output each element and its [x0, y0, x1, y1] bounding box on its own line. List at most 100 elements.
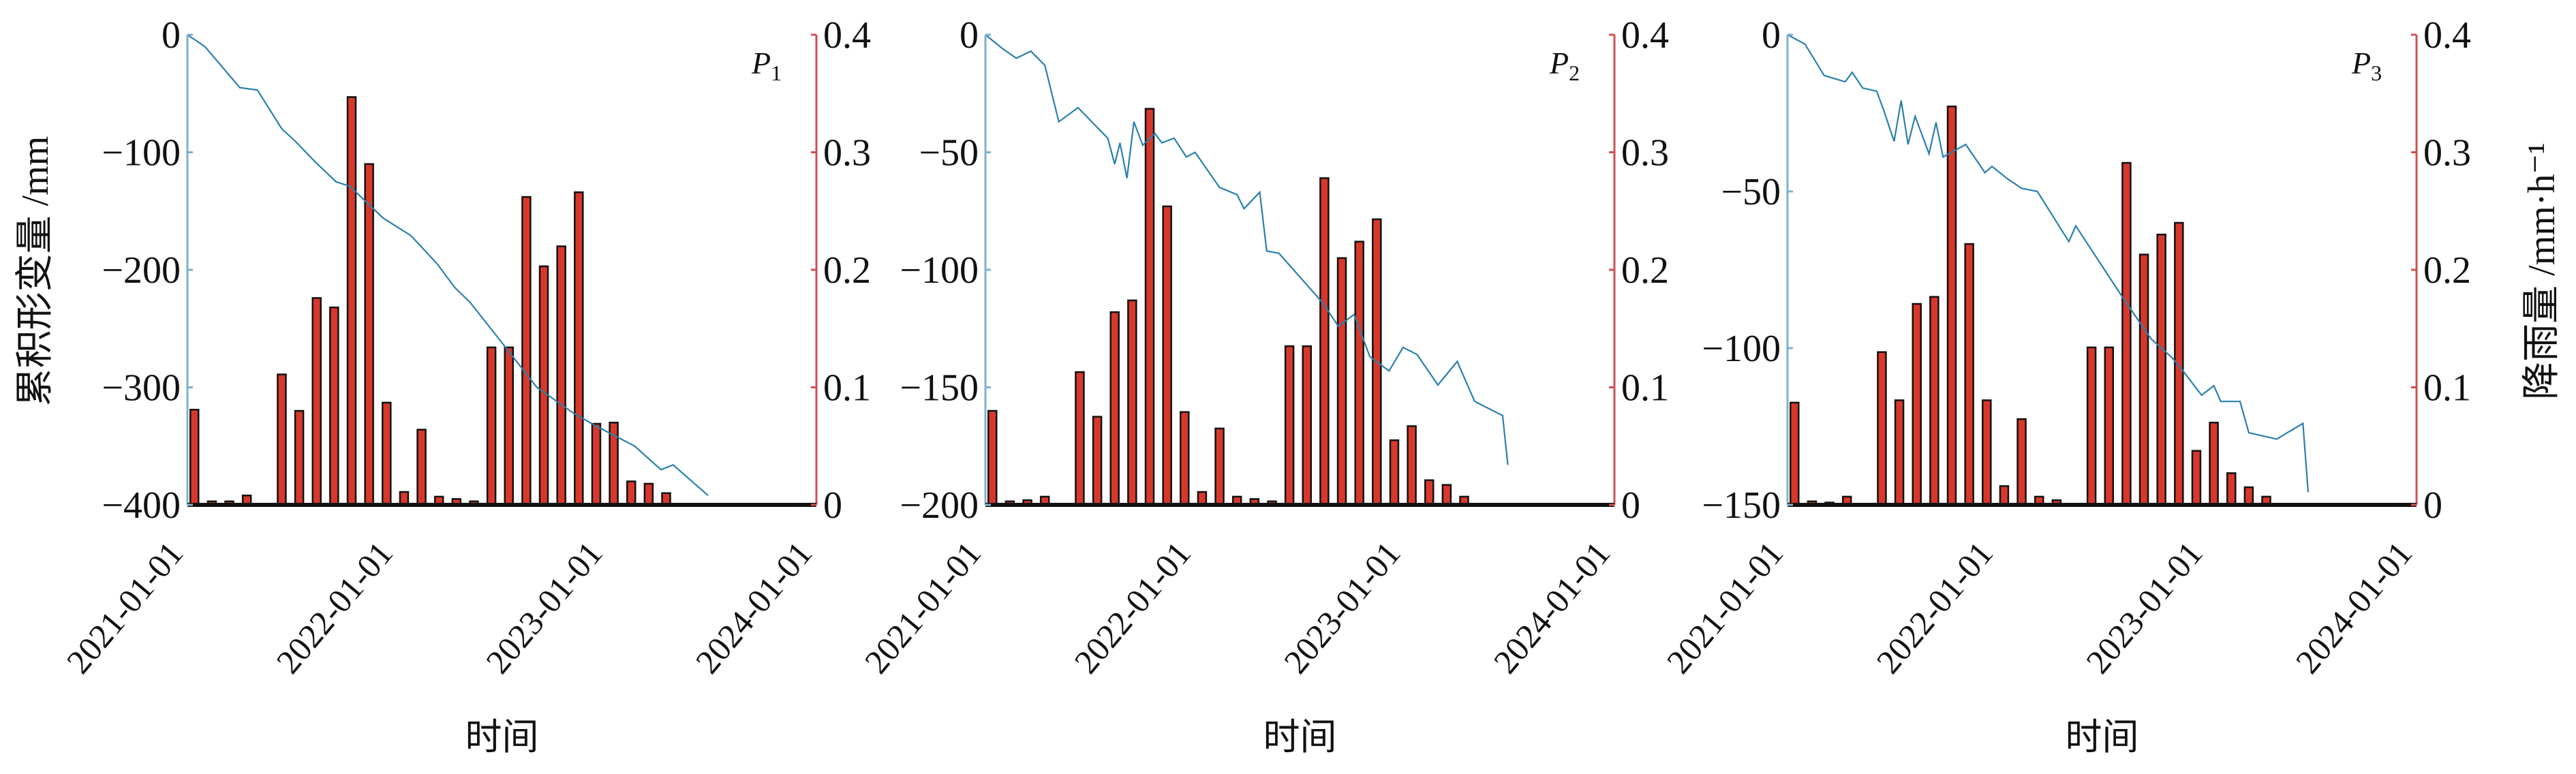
rainfall-bar — [2121, 161, 2132, 506]
rainfall-bar — [2138, 253, 2149, 506]
rainfall-bar — [1982, 399, 1992, 506]
right-y-tick-label: 0.3 — [1621, 132, 1669, 174]
rainfall-bar — [1912, 303, 1922, 506]
rainfall-bar — [574, 191, 584, 506]
rainfall-bar — [1424, 479, 1435, 506]
left-y-tick-label: −100 — [900, 249, 979, 292]
x-tick-label: 2021-01-01 — [1659, 534, 1791, 681]
rainfall-bar — [1144, 108, 1155, 506]
x-tick-label: 2021-01-01 — [857, 534, 989, 681]
x-tick-label: 2021-01-01 — [59, 534, 191, 681]
rainfall-bar — [521, 196, 532, 506]
rainfall-bars — [189, 96, 671, 506]
right-y-tick-label: 0.2 — [2423, 249, 2471, 292]
left-y-tick-label: −400 — [102, 484, 181, 527]
x-tick-label: 2023-01-01 — [1276, 534, 1408, 681]
left-y-tick-label: 0 — [1762, 14, 1781, 57]
rainfall-bar — [1180, 411, 1190, 506]
rainfall-bar — [1214, 427, 1225, 506]
rainfall-bar — [277, 373, 287, 506]
rainfall-bar — [2243, 486, 2254, 506]
panel-label-letter: P — [751, 46, 771, 80]
x-axis-label: 时间 — [2066, 717, 2139, 758]
rainfall-bar — [329, 306, 339, 506]
rainfall-bar — [1929, 296, 1939, 506]
y-axis-label-left: 累积形变量 /mm — [14, 136, 57, 407]
left-y-tick-label: −100 — [1702, 328, 1781, 370]
rainfall-bar — [1302, 345, 1313, 506]
rainfall-bar — [416, 429, 427, 506]
panel-label-letter: P — [1549, 46, 1569, 80]
rainfall-bar — [1109, 311, 1120, 506]
right-y-tick-label: 0 — [1621, 484, 1640, 527]
rainfall-bar — [364, 163, 374, 506]
x-tick-label: 2024-01-01 — [1486, 534, 1618, 681]
left-y-tick-label: 0 — [162, 14, 181, 57]
right-y-tick-label: 0 — [823, 484, 842, 527]
rainfall-bar — [486, 346, 497, 506]
deformation-line — [187, 34, 709, 497]
x-tick-label: 2024-01-01 — [688, 534, 820, 681]
rainfall-bar — [2017, 418, 2027, 506]
panel-label: P3 — [2351, 46, 2382, 85]
left-y-tick-label: −50 — [919, 132, 979, 174]
x-tick-label: 2022-01-01 — [1067, 534, 1198, 681]
right-y-tick-label: 0 — [2423, 484, 2442, 527]
rainfall-bar — [1127, 299, 1137, 506]
rainfall-bar — [1407, 425, 1417, 506]
x-tick-label: 2022-01-01 — [1869, 534, 2000, 681]
rainfall-bars — [987, 108, 1469, 506]
right-y-tick-label: 0.4 — [2423, 14, 2471, 57]
deformation-line — [985, 34, 1509, 465]
chart-panel-3: 0 −50 −100 −150 0.4 0.3 0.2 0.1 0 2021-01-01 2022-… — [1659, 14, 2471, 758]
right-y-tick-label: 0.1 — [823, 367, 871, 409]
rainfall-bar — [1336, 257, 1347, 506]
left-y-tick-label: −200 — [102, 249, 181, 292]
x-axis-label: 时间 — [1263, 717, 1337, 758]
left-y-tick-label: −300 — [102, 367, 181, 409]
panel-label: P1 — [751, 46, 782, 85]
panel-label-subscript: 1 — [771, 61, 782, 85]
x-axis-label: 时间 — [465, 717, 539, 758]
rainfall-bar — [2191, 450, 2202, 506]
rainfall-bar — [382, 401, 392, 506]
rainfall-bar — [1441, 484, 1452, 506]
right-y-tick-label: 0.4 — [823, 14, 871, 57]
right-y-tick-label: 0.1 — [2423, 367, 2471, 409]
right-y-tick-label: 0.3 — [823, 132, 871, 174]
rainfall-bar — [346, 96, 357, 506]
rainfall-bar — [2086, 346, 2097, 506]
rainfall-bar — [643, 482, 654, 506]
rainfall-bar — [987, 409, 998, 506]
right-y-tick-label: 0.4 — [1621, 14, 1669, 57]
rainfall-bar — [1354, 241, 1364, 506]
panel-label-subscript: 2 — [1569, 61, 1580, 85]
chart-panel-1: 0 −100 −200 −300 −400 0.4 0.3 0.2 0.1 0 2021-01-01… — [59, 14, 871, 758]
left-y-tick-label: −200 — [900, 484, 979, 527]
y-axis-label-right: 降雨量 /mm·h⁻¹ — [2521, 142, 2563, 400]
rainfall-bars — [1790, 105, 2271, 506]
rainfall-bar — [2156, 234, 2166, 506]
rainfall-bar — [2209, 422, 2219, 506]
panel-label: P2 — [1549, 46, 1580, 85]
rainfall-bar — [626, 480, 637, 506]
rainfall-bar — [294, 409, 305, 506]
rainfall-bar — [1964, 243, 1974, 506]
panel-label-subscript: 3 — [2371, 61, 2382, 85]
rainfall-bar — [2174, 221, 2184, 506]
rainfall-bar — [189, 409, 200, 506]
left-y-tick-label: −50 — [1721, 171, 1781, 213]
rainfall-bar — [1092, 416, 1103, 506]
rainfall-bar — [2104, 346, 2115, 506]
chart-panel-2: 0 −50 −100 −150 −200 0.4 0.3 0.2 0.1 0 2021-01-01 2… — [857, 14, 1669, 758]
deformation-line — [1787, 34, 2310, 493]
rainfall-bar — [1877, 351, 1887, 506]
x-tick-label: 2022-01-01 — [269, 534, 400, 681]
right-y-tick-label: 0.1 — [1621, 367, 1669, 409]
rainfall-bar — [1946, 105, 1957, 506]
rainfall-bar — [1284, 345, 1295, 506]
rainfall-bar — [2226, 472, 2237, 506]
right-y-tick-label: 0.2 — [1621, 249, 1669, 292]
left-y-tick-label: −100 — [102, 132, 181, 174]
x-tick-label: 2024-01-01 — [2288, 534, 2420, 681]
